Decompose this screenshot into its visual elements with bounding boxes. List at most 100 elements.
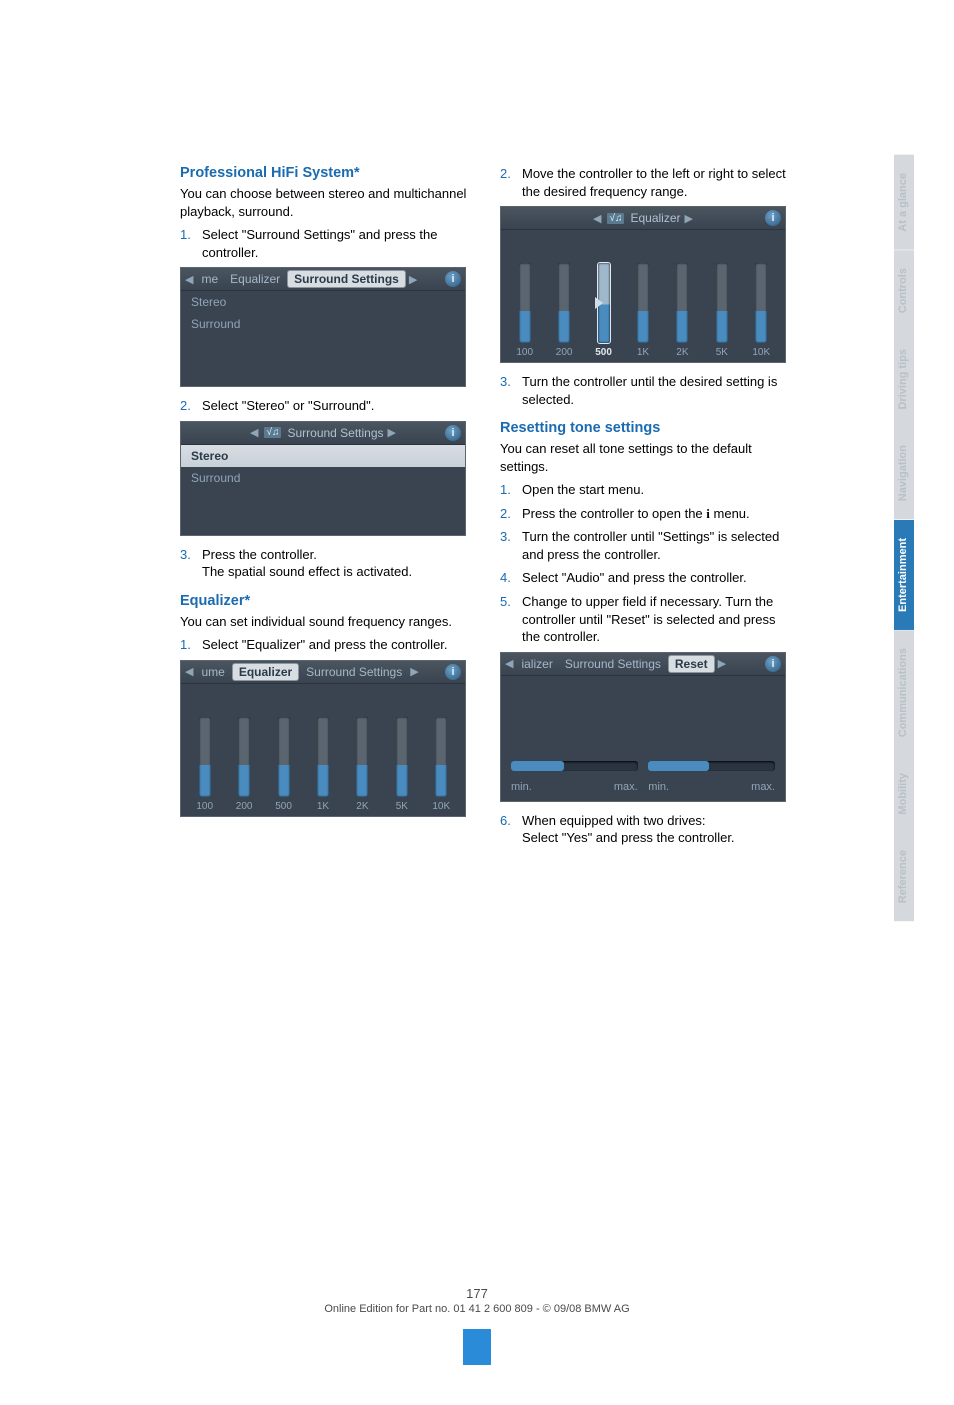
step-text-line1: Press the controller.: [202, 547, 317, 562]
eq-step-2: 2. Move the controller to the left or ri…: [500, 165, 790, 200]
right-column: 2. Move the controller to the left or ri…: [500, 165, 790, 853]
left-arrow-icon: ◀: [505, 657, 513, 670]
surround-settings-screenshot-2: ◀ √♫ Surround Settings ▶ i Stereo Surrou…: [180, 421, 466, 536]
info-icon: i: [445, 664, 461, 680]
breadcrumb-selected: Reset: [669, 656, 714, 672]
tab-mobility[interactable]: Mobility: [894, 755, 914, 833]
step-text: Move the controller to the left or right…: [522, 165, 790, 200]
step-text: Select "Equalizer" and press the control…: [202, 636, 470, 654]
surround-settings-screenshot-1: ◀ me Equalizer Surround Settings ▶ i Ste…: [180, 267, 466, 387]
menu-row: Surround: [181, 467, 465, 489]
right-arrow-icon: ▶: [409, 273, 417, 286]
hifi-intro: You can choose between stereo and multic…: [180, 185, 470, 220]
menu-row: Surround: [181, 313, 465, 335]
eq-band: 2K: [345, 717, 380, 812]
right-arrow-icon: ▶: [410, 665, 418, 678]
step-number: 3.: [180, 546, 202, 581]
step-number: 3.: [500, 373, 522, 408]
left-arrow-icon: ◀: [593, 212, 601, 225]
screenshot-header: ◀ √♫ Surround Settings ▶ i: [181, 422, 465, 445]
eq-band: 100: [507, 263, 542, 358]
reset-step-5: 5.Change to upper field if necessary. Tu…: [500, 593, 790, 646]
equalizer-screenshot-1: ◀ ume Equalizer Surround Settings ▶ i 10…: [180, 660, 466, 817]
screenshot-body: Stereo Surround: [181, 445, 465, 535]
breadcrumb: Surround Settings: [561, 657, 665, 671]
tab-reference[interactable]: Reference: [894, 832, 914, 921]
hifi-heading: Professional HiFi System*: [180, 165, 470, 181]
page-footer: 177 Online Edition for Part no. 01 41 2 …: [0, 1286, 954, 1315]
info-icon: i: [765, 656, 781, 672]
left-arrow-icon: ◀: [250, 426, 258, 439]
title-label: Equalizer: [630, 211, 680, 225]
tab-communications[interactable]: Communications: [894, 630, 914, 755]
right-arrow-icon: ▶: [388, 426, 396, 439]
equalizer-body: 100 200 500 1K 2K 5K 10K: [181, 684, 465, 816]
audio-icon: √♫: [264, 427, 281, 438]
reset-step-4: 4.Select "Audio" and press the controlle…: [500, 569, 790, 587]
screenshot-header: ◀ √♫ Equalizer ▶ i: [501, 207, 785, 230]
tab-at-a-glance[interactable]: At a glance: [894, 155, 914, 250]
breadcrumb-selected: Surround Settings: [288, 271, 405, 287]
breadcrumb: ume: [197, 665, 228, 679]
hifi-step-2: 2. Select "Stereo" or "Surround".: [180, 397, 470, 415]
left-arrow-icon: ◀: [185, 665, 193, 678]
breadcrumb: Equalizer: [226, 272, 284, 286]
step-number: 2.: [180, 397, 202, 415]
info-icon: i: [765, 210, 781, 226]
menu-row: Stereo: [181, 291, 465, 313]
info-icon: i: [445, 425, 461, 441]
page-number: 177: [0, 1286, 954, 1301]
reset-intro: You can reset all tone settings to the d…: [500, 440, 790, 475]
right-arrow-icon: ▶: [685, 212, 693, 225]
left-arrow-icon: ◀: [185, 273, 193, 286]
reset-step-6: 6.When equipped with two drives: Select …: [500, 812, 790, 847]
reset-body: min.max. min.max.: [501, 676, 785, 801]
hifi-step-1: 1. Select "Surround Settings" and press …: [180, 226, 470, 261]
reset-step-3: 3.Turn the controller until "Settings" i…: [500, 528, 790, 563]
breadcrumb-selected: Equalizer: [233, 664, 298, 680]
breadcrumb: Surround Settings: [302, 665, 406, 679]
tab-navigation[interactable]: Navigation: [894, 427, 914, 519]
left-column: Professional HiFi System* You can choose…: [180, 165, 470, 853]
eq-band: 5K: [384, 717, 419, 812]
eq-band: 200: [226, 717, 261, 812]
equalizer-heading: Equalizer*: [180, 593, 470, 609]
right-arrow-icon: ▶: [718, 657, 726, 670]
step-text: Select "Surround Settings" and press the…: [202, 226, 470, 261]
page: Professional HiFi System* You can choose…: [0, 0, 954, 1405]
tab-controls[interactable]: Controls: [894, 250, 914, 331]
eq-band: 2K: [665, 263, 700, 358]
eq-band: 1K: [305, 717, 340, 812]
step-text: Turn the controller until the desired se…: [522, 373, 790, 408]
tab-driving-tips[interactable]: Driving tips: [894, 331, 914, 428]
step-text: Press the controller. The spatial sound …: [202, 546, 470, 581]
info-icon: i: [445, 271, 461, 287]
eq-band: 500: [266, 717, 301, 812]
eq-band: 100: [187, 717, 222, 812]
balance-slider: min.max.: [511, 761, 638, 793]
eq-step-3: 3. Turn the controller until the desired…: [500, 373, 790, 408]
title-label: Surround Settings: [287, 426, 383, 440]
eq-band: 10K: [744, 263, 779, 358]
step-number: 1.: [180, 636, 202, 654]
step-number: 1.: [180, 226, 202, 261]
breadcrumb: me: [197, 272, 222, 286]
eq-step-1: 1. Select "Equalizer" and press the cont…: [180, 636, 470, 654]
equalizer-intro: You can set individual sound frequency r…: [180, 613, 470, 631]
edition-line: Online Edition for Part no. 01 41 2 600 …: [0, 1303, 954, 1315]
breadcrumb: ializer: [517, 657, 556, 671]
screenshot-header: ◀ me Equalizer Surround Settings ▶ i: [181, 268, 465, 291]
reset-step-2: 2.Press the controller to open the i men…: [500, 505, 790, 523]
fader-slider: min.max.: [648, 761, 775, 793]
screenshot-header: ◀ ializer Surround Settings Reset ▶ i: [501, 653, 785, 676]
step-number: 2.: [500, 165, 522, 200]
reset-heading: Resetting tone settings: [500, 420, 790, 436]
content-columns: Professional HiFi System* You can choose…: [180, 165, 904, 853]
eq-band: 10K: [424, 717, 459, 812]
eq-band: 1K: [625, 263, 660, 358]
eq-band: 5K: [704, 263, 739, 358]
tab-entertainment[interactable]: Entertainment: [894, 520, 914, 630]
equalizer-body: 100 200 500 1K 2K 5K 10K: [501, 230, 785, 362]
hifi-step-3: 3. Press the controller. The spatial sou…: [180, 546, 470, 581]
reset-step-1: 1.Open the start menu.: [500, 481, 790, 499]
